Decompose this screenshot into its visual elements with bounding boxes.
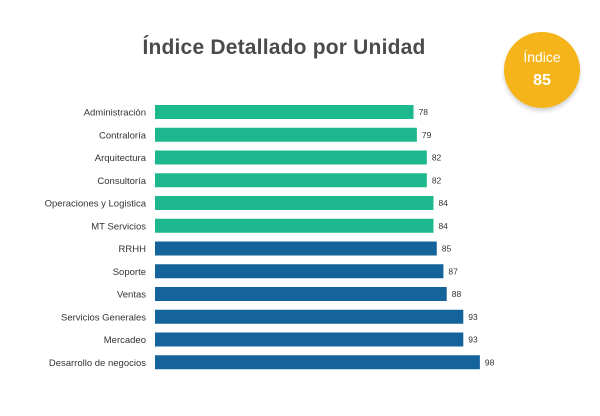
category-label: Soporte xyxy=(113,267,146,278)
chart-title: Índice Detallado por Unidad xyxy=(142,36,426,59)
bar xyxy=(155,150,427,165)
value-label: 85 xyxy=(442,244,452,254)
bar xyxy=(155,332,464,347)
bar xyxy=(155,241,437,256)
category-label: Mercadeo xyxy=(104,335,146,346)
bar xyxy=(155,218,434,233)
value-label: 84 xyxy=(438,221,448,231)
value-label: 82 xyxy=(432,175,442,185)
value-label: 88 xyxy=(452,289,462,299)
category-label: Administración xyxy=(84,108,146,119)
bar xyxy=(155,287,447,301)
category-label: Desarrollo de negocios xyxy=(49,358,146,369)
bar xyxy=(155,264,444,279)
value-label: 93 xyxy=(468,312,478,322)
value-label: 82 xyxy=(432,153,442,163)
value-label: 79 xyxy=(422,130,432,140)
bar xyxy=(155,355,480,370)
bar xyxy=(155,173,427,188)
bar xyxy=(155,105,414,119)
category-label: Arquitectura xyxy=(95,153,147,164)
category-label: MT Servicios xyxy=(91,221,146,232)
index-badge: Índice 85 xyxy=(504,32,580,108)
bar xyxy=(155,309,464,324)
bar xyxy=(155,196,434,210)
index-badge-label: Índice xyxy=(523,49,561,65)
category-label: RRHH xyxy=(119,244,147,255)
category-label: Ventas xyxy=(117,290,146,301)
category-label: Operaciones y Logistica xyxy=(45,199,147,210)
index-badge-value: 85 xyxy=(533,72,551,89)
value-label: 84 xyxy=(438,198,448,208)
value-label: 87 xyxy=(448,266,458,276)
bar xyxy=(155,127,417,142)
category-label: Servicios Generales xyxy=(61,312,146,323)
value-label: 93 xyxy=(468,335,478,345)
value-label: 78 xyxy=(419,107,429,117)
category-label: Contraloría xyxy=(99,130,147,141)
category-label: Consultoría xyxy=(97,176,146,187)
value-label: 98 xyxy=(485,357,495,367)
